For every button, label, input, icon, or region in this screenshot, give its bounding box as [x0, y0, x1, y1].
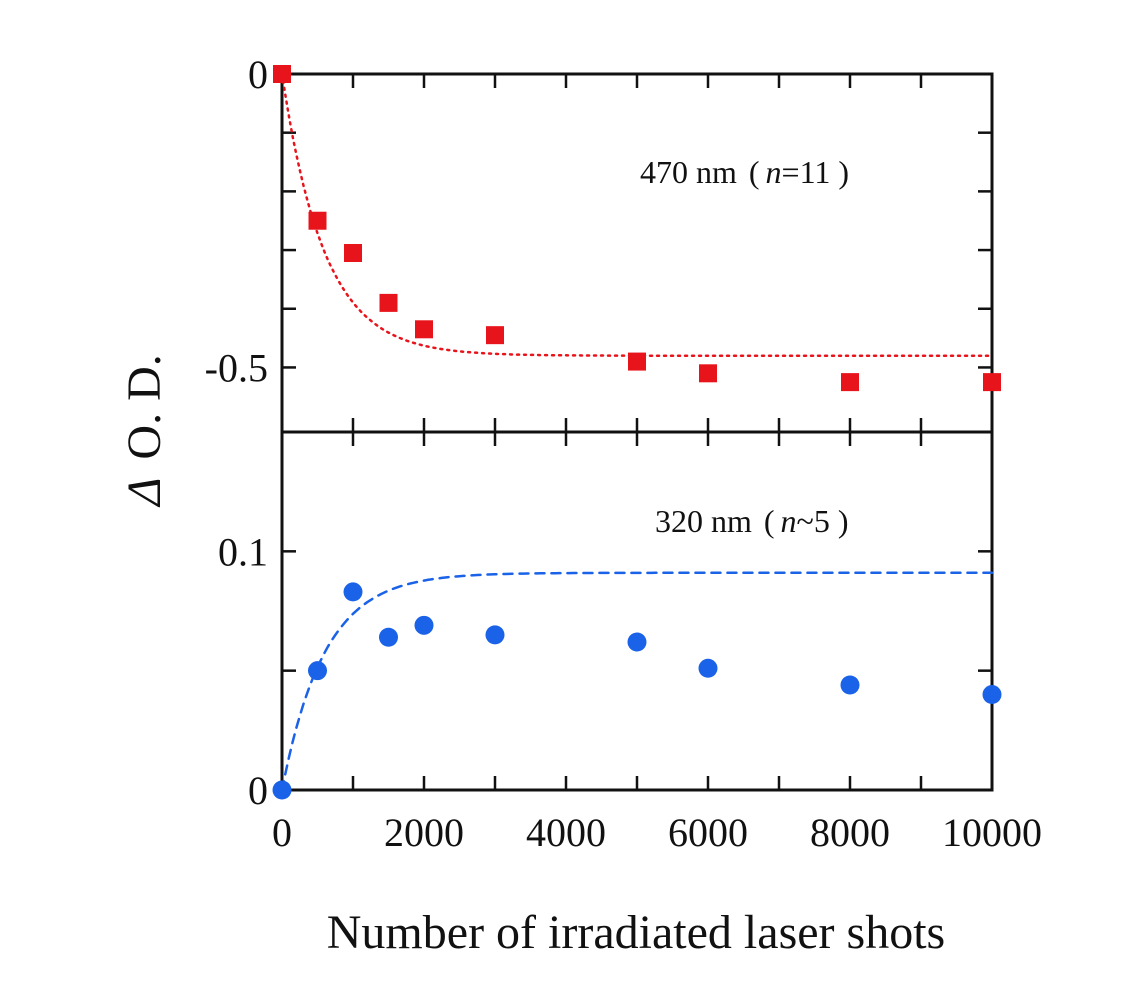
x-axis: 0 2000 4000 6000 8000 10000	[272, 810, 1042, 855]
data-point	[415, 320, 433, 339]
data-point	[414, 615, 434, 635]
y-tick-label: 0	[248, 768, 268, 813]
x-tick-label: 2000	[384, 810, 464, 855]
data-point	[379, 627, 398, 647]
x-axis-title: Number of irradiated laser shots	[327, 906, 945, 959]
data-point	[308, 661, 327, 681]
annotation-320nm: 320 nm(n~5)	[655, 503, 849, 539]
y-axis-title: ΔO. D.	[118, 354, 171, 508]
y-tick-label: 0.1	[218, 529, 268, 574]
data-point	[982, 685, 1002, 705]
plot-frame	[280, 430, 994, 792]
x-tick-label: 6000	[668, 810, 748, 855]
data-point	[628, 352, 646, 371]
plot-frame	[280, 72, 994, 434]
x-tick-label: 8000	[810, 810, 890, 855]
x-tick-label: 10000	[942, 810, 1042, 855]
panel-320nm: 00.1	[218, 430, 1002, 813]
data-point	[343, 582, 363, 602]
data-point	[699, 364, 717, 383]
data-point	[272, 780, 292, 800]
data-point	[379, 293, 398, 312]
annotation-470nm: 470 nm(n=11)	[640, 154, 849, 190]
fit-curve	[280, 72, 994, 357]
y-tick-label: -0.5	[205, 345, 268, 390]
x-tick-label: 0	[272, 810, 292, 855]
data-point	[627, 632, 647, 652]
panel-470nm: 0 -0.5	[205, 52, 1001, 434]
x-tick-label: 4000	[526, 810, 606, 855]
data-point	[273, 65, 291, 83]
data-point	[840, 675, 860, 695]
data-point	[841, 373, 859, 392]
data-point	[486, 326, 504, 345]
data-point	[485, 625, 505, 645]
fit-curve	[280, 571, 994, 792]
data-point	[983, 373, 1001, 392]
data-point	[308, 211, 327, 230]
y-tick-label: 0	[248, 52, 268, 97]
data-point	[698, 658, 718, 678]
data-point	[344, 244, 362, 262]
